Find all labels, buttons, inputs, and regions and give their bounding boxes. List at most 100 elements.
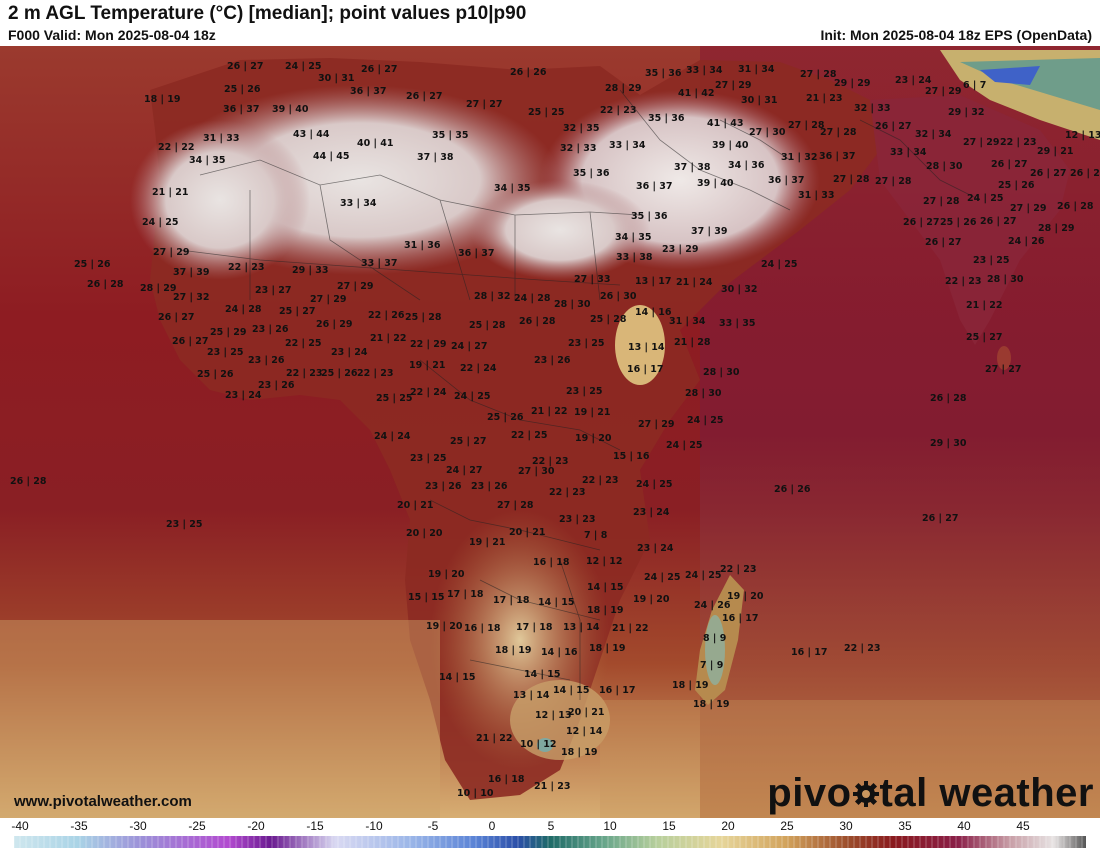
point-value-label: 23 | 26 (258, 380, 295, 391)
point-value-label: 27 | 29 (925, 86, 962, 97)
scale-tick-label: 35 (898, 819, 912, 833)
point-value-label: 23 | 26 (471, 481, 508, 492)
gear-icon (852, 781, 879, 807)
point-value-label: 37 | 39 (173, 267, 210, 278)
scale-tick-label: 45 (1016, 819, 1030, 833)
point-value-label: 28 | 30 (685, 388, 722, 399)
point-value-label: 26 | 27 (227, 61, 264, 72)
point-value-label: 18 | 19 (144, 94, 181, 105)
point-value-label: 22 | 23 (286, 368, 323, 379)
point-value-label: 19 | 20 (633, 594, 670, 605)
point-value-label: 22 | 23 (844, 643, 881, 654)
header: 2 m AGL Temperature (°C) [median]; point… (0, 0, 1100, 46)
point-value-label: 27 | 28 (833, 174, 870, 185)
point-value-label: 26 | 28 (930, 393, 967, 404)
point-value-label: 19 | 20 (575, 433, 612, 444)
point-value-label: 34 | 35 (189, 155, 226, 166)
point-value-label: 18 | 19 (672, 680, 709, 691)
point-value-label: 14 | 15 (553, 685, 590, 696)
point-value-label: 24 | 25 (666, 440, 703, 451)
point-value-label: 26 | 27 (875, 121, 912, 132)
scale-tick-label: 20 (721, 819, 735, 833)
point-value-label: 24 | 24 (374, 431, 411, 442)
point-value-label: 19 | 21 (574, 407, 611, 418)
point-value-label: 21 | 22 (612, 623, 649, 634)
point-value-label: 21 | 22 (476, 733, 513, 744)
point-value-label: 14 | 15 (439, 672, 476, 683)
point-value-label: 14 | 15 (587, 582, 624, 593)
point-value-label: 21 | 24 (676, 277, 713, 288)
point-value-label: 27 | 30 (749, 127, 786, 138)
point-value-label: 35 | 36 (631, 211, 668, 222)
point-value-label: 28 | 30 (987, 274, 1024, 285)
point-value-label: 23 | 23 (559, 514, 596, 525)
point-value-label: 21 | 22 (370, 333, 407, 344)
point-value-label: 30 | 31 (741, 95, 778, 106)
point-value-label: 23 | 25 (566, 386, 603, 397)
point-value-label: 36 | 37 (768, 175, 805, 186)
point-value-label: 33 | 34 (890, 147, 927, 158)
init-time: Init: Mon 2025-08-04 18z EPS (OpenData) (820, 27, 1092, 43)
point-value-label: 23 | 24 (895, 75, 932, 86)
point-value-label: 20 | 21 (509, 527, 546, 538)
point-value-label: 23 | 24 (225, 390, 262, 401)
point-value-label: 24 | 26 (1008, 236, 1045, 247)
point-value-label: 25 | 26 (940, 217, 977, 228)
brand-text-left: pivo (767, 771, 852, 815)
point-value-label: 33 | 38 (616, 252, 653, 263)
point-value-label: 22 | 23 (549, 487, 586, 498)
point-value-label: 14 | 16 (541, 647, 578, 658)
point-value-label: 27 | 32 (173, 292, 210, 303)
point-value-label: 15 | 15 (408, 592, 445, 603)
point-value-label: 16 | 17 (722, 613, 759, 624)
pivotal-weather-logo: pivo tal weather (767, 771, 1094, 816)
point-value-label: 19 | 20 (727, 591, 764, 602)
point-value-label: 24 | 25 (142, 217, 179, 228)
point-value-label: 17 | 18 (493, 595, 530, 606)
point-value-label: 17 | 18 (447, 589, 484, 600)
point-value-label: 18 | 19 (495, 645, 532, 656)
point-value-label: 21 | 22 (531, 406, 568, 417)
color-scale-bar (14, 836, 1086, 848)
scale-tick-label: 15 (662, 819, 676, 833)
point-value-label: 36 | 37 (819, 151, 856, 162)
point-value-label: 27 | 28 (497, 500, 534, 511)
point-value-label: 16 | 17 (599, 685, 636, 696)
point-value-label: 28 | 30 (554, 299, 591, 310)
point-value-label: 24 | 25 (285, 61, 322, 72)
point-value-label: 14 | 15 (538, 597, 575, 608)
point-value-label: 22 | 23 (600, 105, 637, 116)
point-value-label: 33 | 37 (361, 258, 398, 269)
valid-time: F000 Valid: Mon 2025-08-04 18z (8, 27, 216, 43)
point-value-label: 19 | 20 (428, 569, 465, 580)
scale-tick-label: 30 (839, 819, 853, 833)
point-value-label: 21 | 22 (966, 300, 1003, 311)
point-value-label: 35 | 36 (648, 113, 685, 124)
point-value-label: 25 | 28 (405, 312, 442, 323)
point-value-label: 13 | 17 (635, 276, 672, 287)
point-value-label: 16 | 18 (488, 774, 525, 785)
scale-tick-label: 5 (547, 819, 555, 833)
point-value-label: 37 | 38 (417, 152, 454, 163)
scale-tick-label: -20 (247, 819, 265, 833)
point-value-label: 29 | 30 (930, 438, 967, 449)
point-value-label: 27 | 28 (875, 176, 912, 187)
point-value-label: 35 | 36 (573, 168, 610, 179)
point-value-label: 36 | 37 (350, 86, 387, 97)
point-value-label: 41 | 43 (707, 118, 744, 129)
point-value-label: 33 | 35 (719, 318, 756, 329)
scale-tick-label: -10 (365, 819, 383, 833)
point-value-label: 21 | 28 (674, 337, 711, 348)
point-value-label: 18 | 19 (589, 643, 626, 654)
point-value-label: 26 | 27 (925, 237, 962, 248)
point-value-label: 18 | 19 (561, 747, 598, 758)
point-value-label: 26 | 28 (519, 316, 556, 327)
point-value-label: 26 | 27 (922, 513, 959, 524)
point-value-label: 24 | 28 (225, 304, 262, 315)
point-value-label: 22 | 23 (582, 475, 619, 486)
point-value-label: 40 | 41 (357, 138, 394, 149)
point-value-label: 29 | 21 (1037, 146, 1074, 157)
point-value-label: 36 | 37 (636, 181, 673, 192)
point-value-label: 27 | 29 (337, 281, 374, 292)
point-value-label: 22 | 24 (410, 387, 447, 398)
